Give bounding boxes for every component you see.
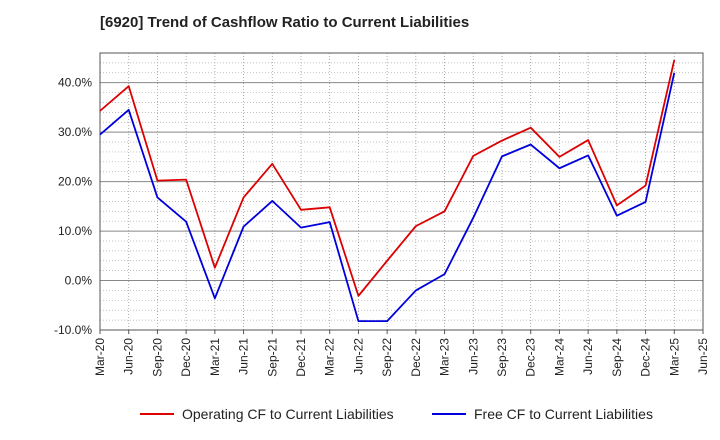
- x-tick-label: Jun-23: [466, 338, 480, 375]
- x-tick-label: Mar-25: [667, 338, 681, 376]
- x-tick-label: Dec-23: [524, 338, 538, 377]
- legend-label: Free CF to Current Liabilities: [474, 406, 653, 422]
- x-tick-label: Dec-22: [409, 338, 423, 377]
- x-tick-label: Dec-21: [294, 338, 308, 377]
- y-tick-label: 30.0%: [58, 125, 92, 139]
- x-tick-label: Jun-24: [581, 338, 595, 375]
- y-tick-label: 40.0%: [58, 76, 92, 90]
- x-tick-label: Jun-22: [351, 338, 365, 375]
- x-tick-label: Jun-25: [696, 338, 710, 375]
- y-tick-label: 0.0%: [65, 274, 93, 288]
- chart-title: [6920] Trend of Cashflow Ratio to Curren…: [100, 14, 470, 31]
- x-tick-label: Jun-20: [122, 338, 136, 375]
- y-tick-label: -10.0%: [54, 323, 92, 337]
- x-tick-label: Mar-21: [208, 338, 222, 376]
- x-tick-label: Dec-20: [179, 338, 193, 377]
- y-tick-label: 20.0%: [58, 175, 92, 189]
- x-tick-label: Sep-23: [495, 338, 509, 377]
- x-tick-label: Sep-22: [380, 338, 394, 377]
- plot-area: [100, 53, 703, 330]
- x-tick-label: Mar-22: [323, 338, 337, 376]
- x-tick-label: Dec-24: [639, 338, 653, 377]
- x-tick-label: Mar-23: [438, 338, 452, 376]
- plot-frame: [99, 52, 704, 331]
- series-line: [99, 72, 676, 322]
- legend-label: Operating CF to Current Liabilities: [182, 406, 394, 422]
- x-tick-label: Sep-20: [150, 338, 164, 377]
- x-tick-label: Mar-24: [552, 338, 566, 376]
- series-line: [99, 59, 676, 297]
- x-tick-label: Mar-20: [93, 338, 107, 376]
- y-tick-label: 10.0%: [58, 224, 92, 238]
- x-tick-label: Jun-21: [237, 338, 251, 375]
- x-tick-label: Sep-21: [265, 338, 279, 377]
- x-tick-label: Sep-24: [610, 338, 624, 377]
